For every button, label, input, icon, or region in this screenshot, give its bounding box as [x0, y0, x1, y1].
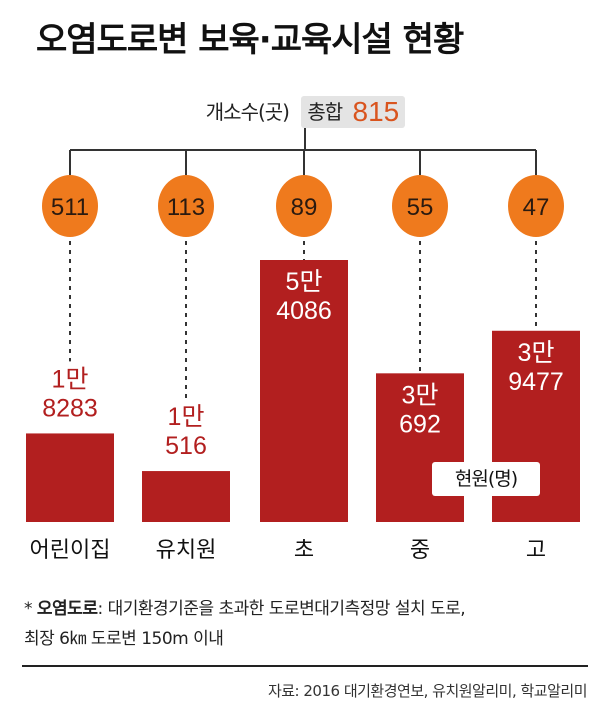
chart-title: 오염도로변 보육·교육시설 현황	[36, 20, 464, 60]
connector-tree	[69, 128, 537, 400]
category-label: 어린이집	[30, 538, 111, 563]
category-label: 고	[526, 538, 546, 563]
enrollment-value-label: 8283	[42, 394, 98, 422]
enrollment-value-label: 4086	[276, 297, 332, 325]
enrollment-value-label: 3만	[402, 381, 439, 409]
facility-count-label: 511	[51, 194, 89, 221]
enrollment-value-label: 3만	[518, 339, 555, 367]
source-note: 자료: 2016 대기환경연보, 유치원알리미, 학교알리미	[267, 682, 588, 700]
enrollment-bar	[260, 260, 348, 522]
total-value: 815	[352, 96, 400, 127]
total-row: 개소수(곳) 총합 815	[0, 96, 611, 128]
facility-count-label: 89	[291, 194, 318, 221]
enrollment-value-label: 1만	[52, 365, 89, 393]
enrollment-bar	[376, 373, 464, 522]
footnote-line-2: 최장 6㎞ 도로변 150m 이내	[24, 629, 224, 649]
facility-count-label: 113	[167, 194, 205, 221]
total-label: 총합	[307, 100, 343, 124]
total-badge: 총합 815	[301, 96, 406, 128]
chart-marks: 5111만8283어린이집1131만516유치원895만4086초553만692…	[26, 175, 580, 563]
footnote-text-1: : 대기환경기준을 초과한 도로변대기측정망 설치 도로,	[97, 599, 466, 619]
facility-count-circle	[392, 175, 448, 237]
facility-count-label: 47	[523, 194, 550, 221]
footnote-line-1: * 오염도로: 대기환경기준을 초과한 도로변대기측정망 설치 도로,	[24, 594, 594, 624]
category-label: 중	[410, 538, 430, 563]
enrollment-bar	[26, 433, 114, 522]
enrollment-value-label: 1만	[168, 403, 205, 431]
facility-count-label: 55	[407, 194, 434, 221]
enrollment-value-label: 516	[165, 432, 207, 460]
facility-count-circle	[42, 175, 98, 237]
enrollment-unit-label: 현원(명)	[432, 462, 540, 496]
enrollment-value-label: 9477	[508, 368, 564, 396]
facility-count-circle	[158, 175, 214, 237]
divider	[22, 665, 588, 667]
category-label: 유치원	[156, 538, 217, 563]
footnote: * 오염도로: 대기환경기준을 초과한 도로변대기측정망 설치 도로, 최장 6…	[24, 594, 594, 654]
facility-count-circle	[508, 175, 564, 237]
enrollment-value-label: 692	[399, 410, 441, 438]
facility-count-circle	[276, 175, 332, 237]
footnote-marker: *	[24, 599, 33, 619]
category-label: 초	[294, 538, 314, 563]
enrollment-value-label: 5만	[286, 268, 323, 296]
enrollment-bar	[142, 471, 230, 522]
footnote-term: 오염도로	[36, 599, 98, 619]
facility-count-unit: 개소수(곳)	[205, 100, 290, 124]
